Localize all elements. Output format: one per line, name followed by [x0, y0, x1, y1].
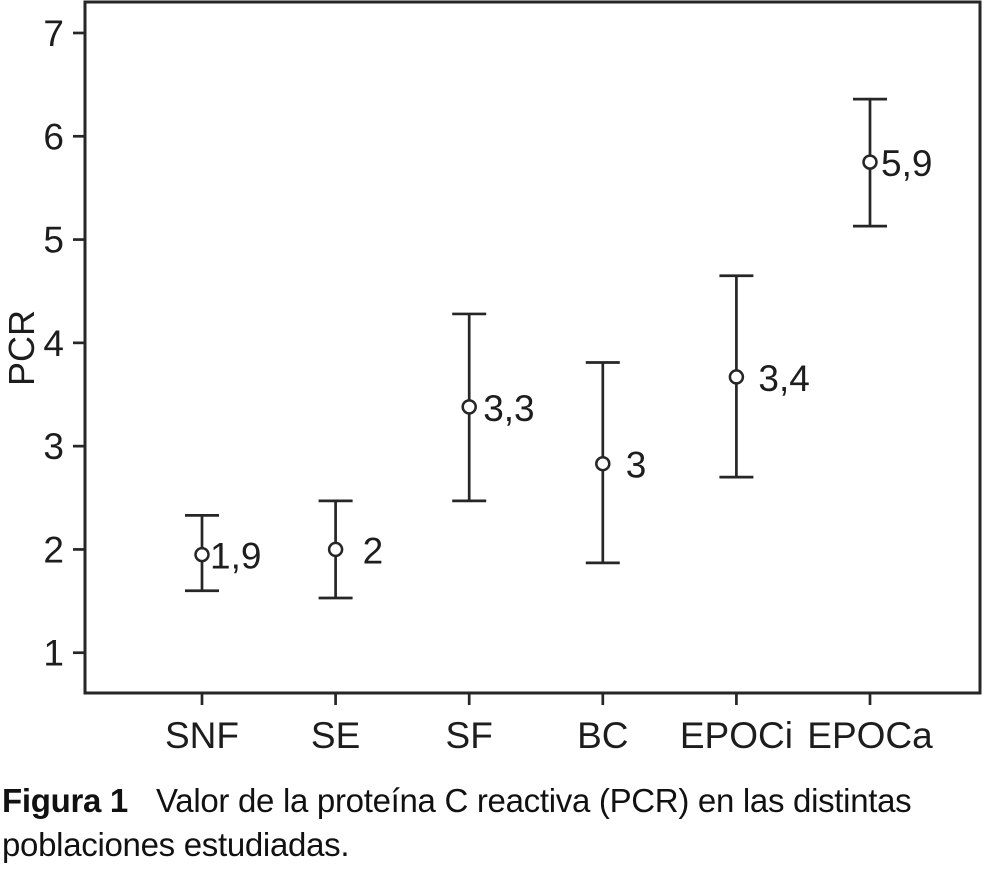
point-value-label: 3,4 — [758, 358, 809, 399]
plot-border — [83, 0, 982, 695]
figure-caption: Figura 1 Valor de la proteína C reactiva … — [0, 779, 991, 867]
errorbar-chart: PCR 1 2 3 4 5 6 7 SNF SE SF BC EPOCi EPOCa 1,9 2 3,3 3 3,… — [1, 0, 982, 756]
y-tick-label: 6 — [43, 116, 64, 157]
x-category-label: BC — [577, 715, 628, 756]
point-marker — [595, 455, 611, 472]
x-category-label: SNF — [165, 715, 239, 756]
x-category-label: SF — [446, 715, 493, 756]
y-tick-label: 5 — [43, 220, 64, 261]
point-value-label: 2 — [363, 530, 384, 571]
point-marker — [194, 546, 210, 563]
y-axis-title: PCR — [1, 310, 42, 386]
x-category-label: EPOCa — [807, 715, 933, 756]
y-tick-label: 7 — [43, 13, 64, 54]
y-tick-label: 1 — [43, 633, 64, 674]
point-marker — [862, 154, 878, 170]
point-value-label: 5,9 — [881, 143, 932, 184]
point-marker — [728, 369, 745, 385]
point-value-label: 3,3 — [483, 388, 534, 429]
y-tick-label: 2 — [43, 529, 64, 570]
y-tick-label: 3 — [43, 426, 64, 467]
figure-caption-label: Figura 1 — [2, 782, 128, 819]
y-tick-label: 4 — [43, 323, 64, 364]
point-marker — [461, 399, 477, 415]
x-category-label: EPOCi — [680, 715, 793, 756]
point-marker — [327, 541, 344, 558]
figure-caption-text: Valor de la proteína C reactiva (PCR) en… — [2, 782, 912, 863]
x-category-label: SE — [311, 715, 360, 756]
point-value-label: 1,9 — [210, 536, 261, 577]
point-value-label: 3 — [626, 445, 647, 486]
